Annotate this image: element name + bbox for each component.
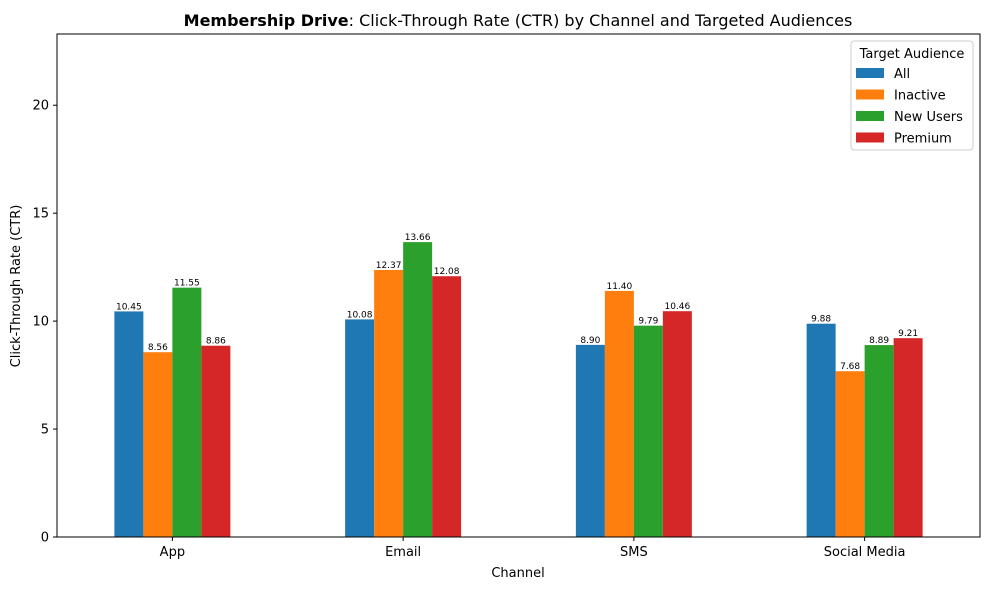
data-label: 9.88 [811,315,831,325]
bar [633,325,663,537]
legend-swatch [856,68,884,78]
y-tick-label: 10 [32,315,49,330]
bar [143,352,173,537]
chart-title-bold: Membership Drive [184,11,349,30]
data-label: 10.08 [347,310,373,320]
x-axis-title: Channel [491,566,544,581]
legend-label: New Users [894,110,963,125]
legend-title: Target Audience [859,47,965,62]
legend: Target Audience All Inactive New Users Premi… [850,40,974,151]
bar [432,276,462,537]
bar [374,269,404,537]
bar [806,323,836,537]
x-tick-label: Social Media [824,545,906,560]
bar [575,344,605,537]
legend-label: Inactive [894,89,946,104]
data-label: 8.86 [206,337,226,347]
data-label: 9.21 [898,329,918,339]
data-label: 8.56 [148,343,168,353]
y-tick-label: 15 [32,207,49,222]
legend-swatch [856,89,884,100]
data-label: 11.40 [606,282,632,292]
x-tick-label: SMS [620,545,648,560]
chart-title: Membership Drive: Click-Through Rate (CT… [184,11,853,30]
data-label: 9.79 [638,317,658,327]
x-tick-label: App [160,545,185,560]
legend-swatch [856,132,884,143]
data-label: 11.55 [174,279,200,289]
bar [403,242,433,537]
y-axis-title: Click-Through Rate (CTR) [9,205,24,368]
bar [172,287,202,537]
y-tick-label: 0 [41,531,49,546]
legend-label: All [894,67,910,82]
bar [345,319,375,537]
y-tick-label: 20 [32,99,49,114]
legend-swatch [856,111,884,121]
legend-label: Premium [894,132,952,147]
data-label: 8.89 [869,336,889,346]
bar [835,371,865,537]
data-label: 13.66 [405,233,431,243]
data-label: 10.46 [664,302,690,312]
bar [201,345,231,537]
bar [864,345,894,537]
data-label: 12.08 [434,267,460,277]
data-label: 7.68 [840,362,860,372]
data-label: 8.90 [580,336,600,346]
bar [893,338,923,537]
data-label: 12.37 [376,261,402,271]
chart-title-rest: : Click-Through Rate (CTR) by Channel an… [349,11,853,30]
bar [604,290,634,537]
plot-frame [56,33,981,538]
x-tick-label: Email [385,545,421,560]
data-label: 10.45 [116,302,142,312]
y-tick-label: 5 [41,423,49,438]
bar [662,311,692,537]
bar [114,311,144,537]
